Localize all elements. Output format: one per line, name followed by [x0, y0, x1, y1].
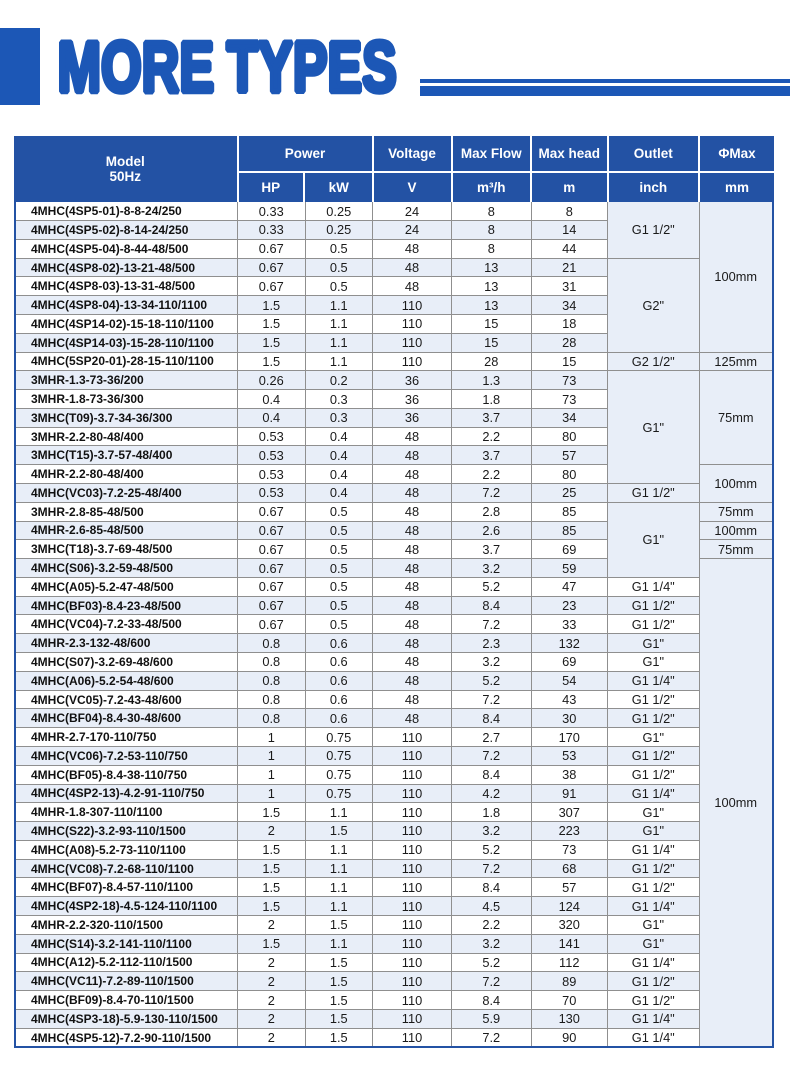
svg-text:TYPES: TYPES [227, 28, 397, 108]
svg-text:MORE: MORE [58, 28, 215, 108]
